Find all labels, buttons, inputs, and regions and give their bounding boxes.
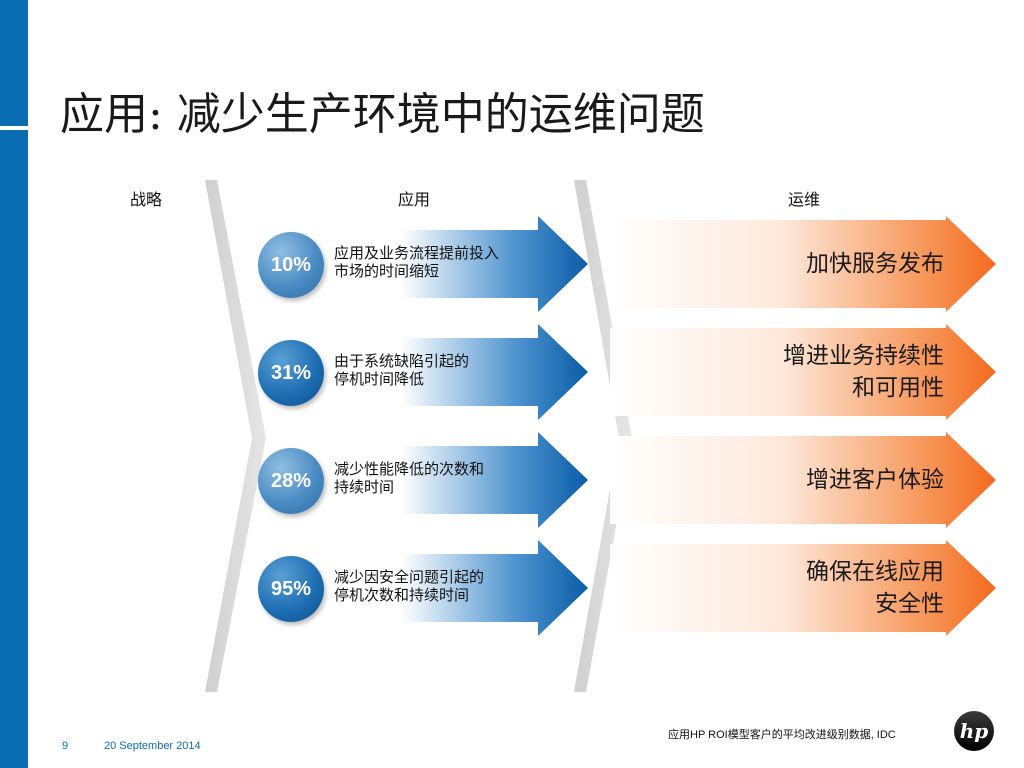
- percent-badge: 10%: [258, 232, 324, 298]
- application-benefit-line: 停机次数和持续时间: [334, 586, 470, 604]
- benefit-row: 31% 由于系统缺陷引起的 停机时间降低 增进业务持续性和可用性: [0, 324, 1024, 424]
- operations-arrow: [610, 540, 996, 636]
- hp-logo-icon: hp: [954, 711, 994, 751]
- page-number: 9: [62, 740, 69, 752]
- column-header-strategy: 战略: [130, 192, 163, 209]
- operations-benefit-line: 确保在线应用: [806, 559, 944, 585]
- operations-benefit-line: 加快服务发布: [806, 251, 944, 277]
- application-benefit-line: 减少因安全问题引起的: [334, 568, 485, 586]
- slide-date: 20 September 2014: [104, 740, 201, 752]
- application-benefit-text: 由于系统缺陷引起的 停机时间降低: [334, 352, 564, 388]
- benefit-row: 28% 减少性能降低的次数和 持续时间 增进客户体验: [0, 432, 1024, 532]
- benefit-row: 10% 应用及业务流程提前投入 市场的时间缩短 加快服务发布: [0, 216, 1024, 316]
- source-note: 应用HP ROI模型客户的平均改进级别数据, IDC: [668, 729, 896, 741]
- application-benefit-text: 应用及业务流程提前投入 市场的时间缩短: [334, 244, 564, 280]
- operations-benefit-text: 增进客户体验: [644, 432, 944, 528]
- operations-benefit-line: 增进业务持续性: [783, 343, 944, 369]
- application-arrow: [300, 216, 588, 312]
- operations-benefit-line: 增进客户体验: [806, 467, 944, 493]
- operations-arrow: [610, 216, 996, 312]
- application-benefit-text: 减少性能降低的次数和 持续时间: [334, 460, 564, 496]
- percent-badge: 95%: [258, 556, 324, 622]
- chevron-divider-1: [205, 180, 266, 692]
- application-arrow: [300, 432, 588, 528]
- operations-benefit-text: 增进业务持续性和可用性: [644, 324, 944, 420]
- operations-benefit-text: 加快服务发布: [644, 216, 944, 312]
- left-accent-notch: [0, 126, 28, 130]
- column-header-application: 应用: [398, 192, 431, 209]
- operations-benefit-line: 和可用性: [852, 375, 944, 401]
- hp-logo-text: hp: [960, 719, 989, 743]
- application-arrow: [300, 540, 588, 636]
- operations-benefit-text: 确保在线应用安全性: [644, 540, 944, 636]
- application-benefit-line: 由于系统缺陷引起的: [334, 352, 470, 370]
- slide-title: 应用: 减少生产环境中的运维问题: [60, 89, 705, 140]
- application-benefit-line: 减少性能降低的次数和: [334, 460, 485, 478]
- application-benefit-line: 应用及业务流程提前投入: [334, 244, 500, 262]
- application-benefit-line: 持续时间: [334, 478, 395, 496]
- operations-arrow: [610, 324, 996, 420]
- column-header-operations: 运维: [788, 192, 821, 209]
- application-benefit-text: 减少因安全问题引起的 停机次数和持续时间: [334, 568, 564, 604]
- application-arrow: [300, 324, 588, 420]
- operations-arrow: [610, 432, 996, 528]
- application-benefit-line: 停机时间降低: [334, 370, 425, 388]
- percent-badge: 31%: [258, 340, 324, 406]
- benefit-row: 95% 减少因安全问题引起的 停机次数和持续时间 确保在线应用安全性: [0, 540, 1024, 640]
- percent-badge: 28%: [258, 448, 324, 514]
- operations-benefit-line: 安全性: [875, 591, 944, 617]
- application-benefit-line: 市场的时间缩短: [334, 262, 440, 280]
